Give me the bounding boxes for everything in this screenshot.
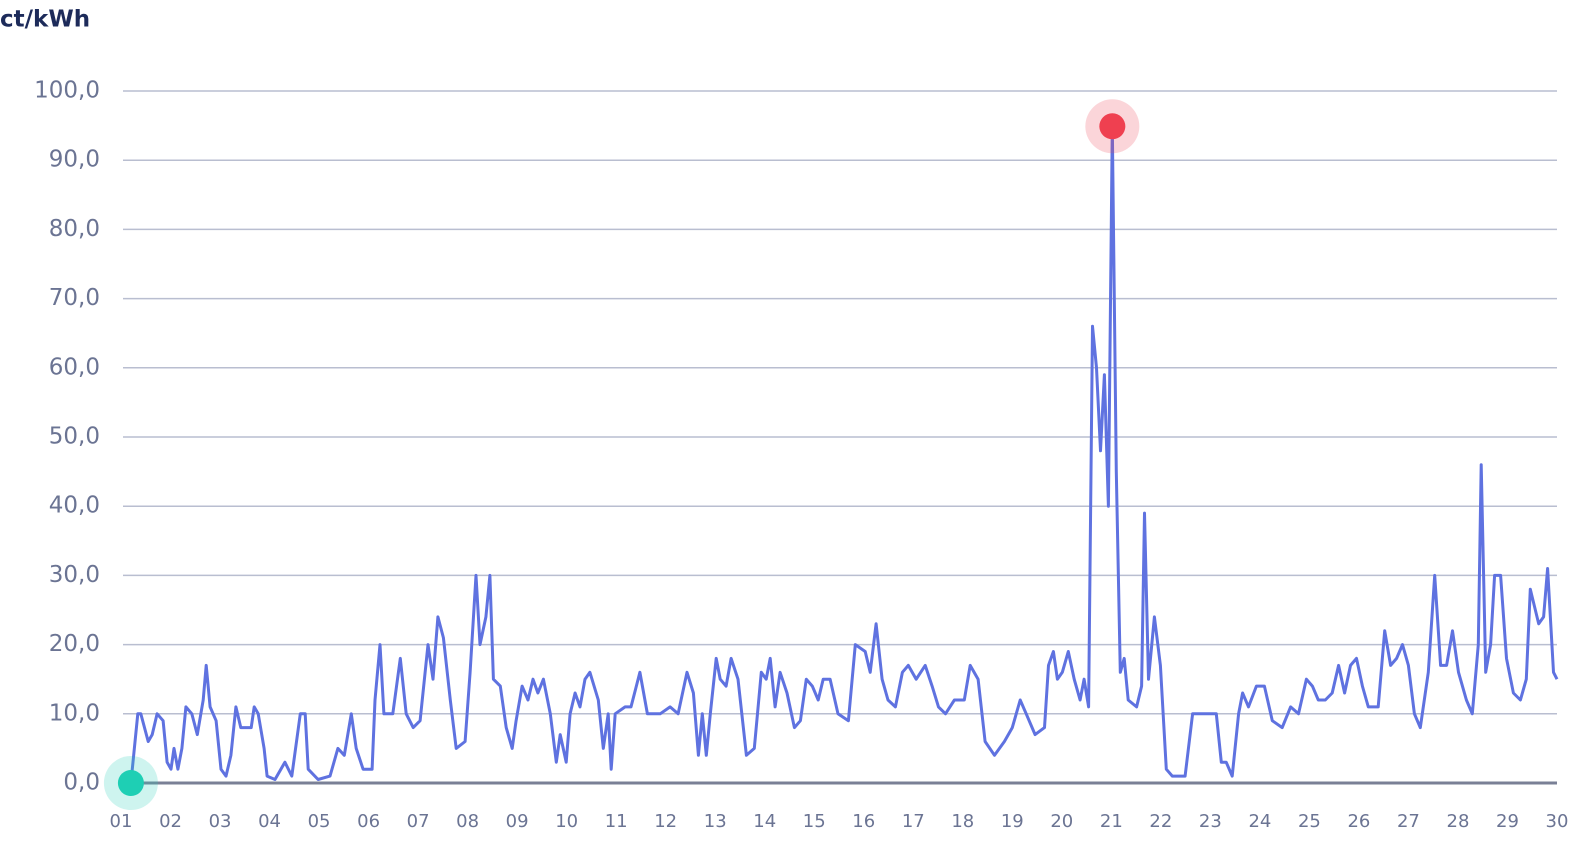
x-tick-label: 14 [753,811,776,832]
x-tick-label: 15 [803,811,826,832]
y-tick-label: 80,0 [49,216,100,242]
x-tick-label: 13 [704,811,727,832]
x-tick-label: 10 [555,811,578,832]
x-tick-label: 11 [605,811,628,832]
plot-area [103,99,1559,810]
x-tick-label: 03 [209,811,232,832]
x-tick-label: 27 [1397,811,1420,832]
y-tick-label: 50,0 [49,424,100,450]
y-tick-label: 100,0 [34,78,100,104]
y-tick-label: 10,0 [49,700,100,726]
y-tick-label: 20,0 [49,631,100,657]
y-tick-label: 90,0 [49,147,100,173]
x-tick-label: 28 [1447,811,1470,832]
y-tick-label: 0,0 [63,770,100,796]
y-tick-label: 60,0 [49,354,100,380]
min-marker [117,770,144,796]
x-tick-label: 19 [1001,811,1024,832]
x-tick-label: 04 [258,811,281,832]
y-tick-label: 30,0 [49,562,100,588]
x-tick-label: 30 [1546,811,1569,832]
x-tick-label: 05 [308,811,331,832]
x-tick-label: 21 [1100,811,1123,832]
x-tick-label: 12 [654,811,677,832]
x-tick-label: 22 [1149,811,1172,832]
x-tick-label: 24 [1248,811,1271,832]
x-tick-label: 09 [506,811,529,832]
x-tick-label: 07 [407,811,430,832]
y-tick-label: 40,0 [49,493,100,519]
x-tick-label: 18 [951,811,974,832]
grid: 0,0 10,0 20,0 30,0 40,0 50,0 60,0 70,0 80,0 90,0 1… [34,78,1568,833]
x-tick-label: 06 [357,811,380,832]
x-tick-label: 20 [1050,811,1073,832]
y-axis-unit: ct/kWh [0,7,90,33]
x-tick-label: 25 [1298,811,1321,832]
x-tick-label: 17 [902,811,925,832]
x-tick-label: 02 [159,811,182,832]
price-line [129,124,1559,784]
x-tick-label: 16 [852,811,875,832]
x-tick-label: 08 [456,811,479,832]
y-tick-label: 70,0 [49,285,100,311]
x-tick-label: 23 [1199,811,1222,832]
x-tick-label: 01 [110,811,133,832]
max-marker [1099,113,1126,140]
x-tick-label: 29 [1496,811,1519,832]
x-tick-label: 26 [1347,811,1370,832]
